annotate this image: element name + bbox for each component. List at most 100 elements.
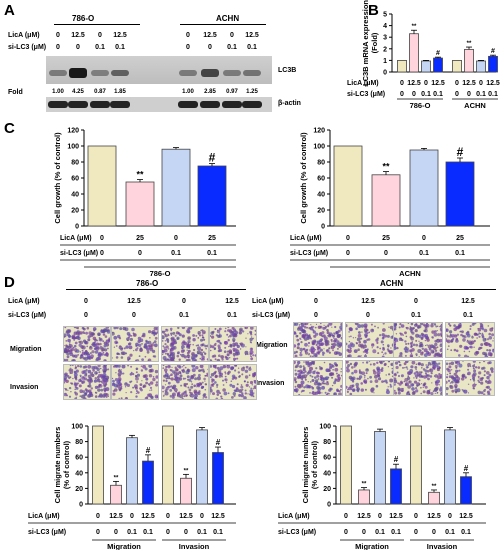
- licA-value: 0: [166, 513, 170, 520]
- significance-mark: #: [209, 151, 216, 165]
- cell-line-label: ACHN: [380, 279, 404, 288]
- y-axis-label: (% of control): [310, 440, 319, 489]
- siLC3-row-label: si-LC3 (μM): [8, 44, 47, 51]
- licA-value: 12.5: [141, 513, 155, 520]
- licA-value: 0: [56, 32, 60, 39]
- bar: [197, 165, 227, 227]
- y-tick-label: 80: [71, 160, 79, 167]
- significance-mark: #: [464, 464, 469, 473]
- siLC3-row-label: si-LC3 (μM): [278, 529, 316, 536]
- y-axis-label: LC3B mRNA expression: [361, 0, 370, 86]
- micrograph-cells: [64, 327, 110, 361]
- y-tick-label: 40: [71, 192, 79, 199]
- significance-mark: #: [491, 48, 495, 55]
- siLC3-value: 0: [114, 529, 118, 536]
- licA-value: 12.5: [427, 513, 441, 520]
- panel-label-d: D: [4, 274, 15, 291]
- micrograph-cells: [294, 323, 342, 357]
- micrograph-image: [445, 360, 495, 396]
- fold-value: 2.85: [204, 89, 216, 95]
- siLC3-value: 0: [467, 91, 471, 98]
- lc3b-band: [69, 68, 87, 78]
- micrograph-image: [161, 326, 209, 362]
- bar: [161, 148, 191, 227]
- y-tick-label: 100: [313, 144, 325, 151]
- siLC3-value: 0: [384, 250, 388, 257]
- micrograph-cells: [346, 361, 394, 395]
- siLC3-value: 0.1: [115, 44, 125, 51]
- group-label: ACHN: [399, 269, 421, 278]
- bar: [397, 60, 407, 73]
- micrograph-cells: [294, 361, 342, 395]
- licA-value: 0: [174, 235, 178, 242]
- y-tick-label: 100: [67, 144, 79, 151]
- bar: [452, 60, 462, 73]
- significance-mark: **: [432, 484, 437, 490]
- licA-value: 0: [84, 298, 88, 305]
- significance-mark: **: [114, 475, 119, 481]
- cell-line-label: 786-O: [72, 14, 95, 23]
- y-axis-label: (% of control): [62, 440, 71, 489]
- licA-value: 0: [314, 298, 318, 305]
- siLC3-row-label: si-LC3 (μM): [8, 312, 47, 319]
- licA-value: 0: [130, 513, 134, 520]
- licA-row-label: LicA (μM): [28, 513, 60, 520]
- beta-actin-label: β-actin: [278, 100, 301, 107]
- bar: [445, 161, 475, 227]
- siLC3-value: 0.1: [247, 44, 257, 51]
- y-tick-label: 80: [75, 439, 83, 446]
- licA-value: 12.5: [71, 32, 85, 39]
- actin-band: [110, 101, 130, 108]
- bar: [444, 429, 456, 505]
- y-tick-label: 60: [323, 455, 331, 462]
- bar: [87, 145, 117, 227]
- licA-row-label: LicA (μM): [60, 235, 92, 242]
- significance-mark: **: [467, 41, 472, 47]
- licA-value: 12.5: [113, 32, 127, 39]
- siLC3-value: 0.1: [419, 250, 429, 257]
- fold-value: 1.00: [182, 89, 194, 95]
- licA-value: 25: [136, 235, 144, 242]
- bar: [340, 425, 352, 505]
- group-underline: [66, 289, 246, 290]
- panel-label-a: A: [4, 2, 15, 19]
- licA-row-label: LicA (μM): [8, 298, 40, 305]
- y-axis-label: Cell migrate numbers: [301, 427, 310, 504]
- siLC3-value: 0: [412, 91, 416, 98]
- siLC3-value: 0: [414, 529, 418, 536]
- bar: [333, 145, 363, 227]
- siLC3-value: 0: [366, 312, 370, 319]
- licA-value: 12.5: [389, 513, 403, 520]
- y-tick-label: 1: [383, 58, 387, 65]
- y-tick-label: 20: [317, 208, 325, 215]
- bar: [428, 491, 440, 505]
- lc3b-band: [111, 69, 129, 77]
- bar: [358, 489, 370, 505]
- significance-mark: **: [184, 468, 189, 474]
- licA-value: 0: [422, 235, 426, 242]
- licA-value: 0: [448, 513, 452, 520]
- micrograph-image: [209, 326, 257, 362]
- group-underline: [300, 289, 496, 290]
- licA-value: 0: [455, 80, 459, 87]
- significance-mark: #: [457, 145, 464, 159]
- siLC3-value: 0: [186, 44, 190, 51]
- group-label: Invasion: [179, 542, 210, 550]
- siLC3-value: 0.1: [391, 529, 401, 536]
- licA-value: 12.5: [357, 513, 371, 520]
- licA-value: 12.5: [179, 513, 193, 520]
- licA-value: 12.5: [109, 513, 123, 520]
- lc3b-band: [223, 70, 241, 76]
- licA-value: 0: [346, 235, 350, 242]
- micrograph-cells: [394, 323, 442, 357]
- bar: [162, 425, 174, 505]
- micrograph-image: [345, 322, 395, 358]
- image-row-label: Migration: [10, 346, 42, 353]
- group-label: Migration: [355, 542, 389, 550]
- siLC3-value: 0.1: [213, 529, 223, 536]
- group-label: Migration: [107, 542, 141, 550]
- licA-value: 12.5: [127, 298, 141, 305]
- siLC3-value: 0.1: [445, 529, 455, 536]
